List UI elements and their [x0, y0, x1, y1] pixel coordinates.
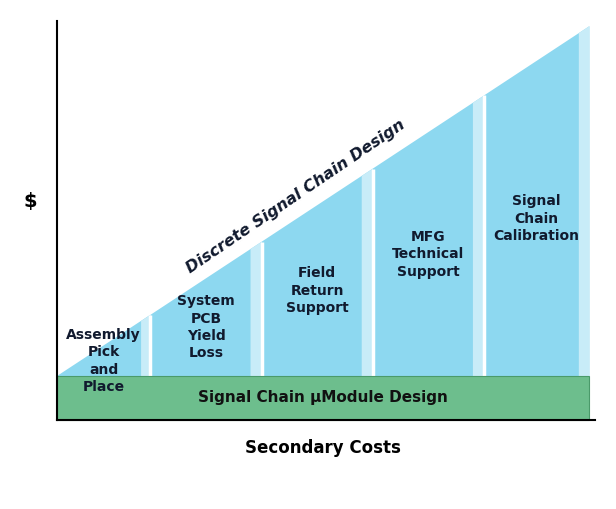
Text: Signal Chain μModule Design: Signal Chain μModule Design — [198, 390, 448, 406]
Polygon shape — [141, 315, 150, 377]
Text: Secondary Costs: Secondary Costs — [245, 439, 401, 457]
Polygon shape — [262, 168, 373, 377]
Polygon shape — [362, 168, 373, 377]
Polygon shape — [484, 26, 590, 377]
Text: System
PCB
Yield
Loss: System PCB Yield Loss — [177, 294, 235, 360]
Polygon shape — [57, 315, 150, 377]
Text: MFG
Technical
Support: MFG Technical Support — [392, 230, 464, 278]
Polygon shape — [473, 96, 484, 377]
Text: Discrete Signal Chain Design: Discrete Signal Chain Design — [184, 117, 408, 276]
Text: Signal
Chain
Calibration: Signal Chain Calibration — [493, 194, 580, 243]
FancyBboxPatch shape — [57, 377, 590, 419]
Polygon shape — [251, 242, 262, 377]
Text: Assembly
Pick
and
Place: Assembly Pick and Place — [67, 328, 141, 394]
Polygon shape — [150, 242, 262, 377]
Polygon shape — [579, 26, 590, 377]
Polygon shape — [373, 96, 484, 377]
Text: Field
Return
Support: Field Return Support — [286, 267, 349, 315]
Text: $: $ — [23, 192, 38, 211]
